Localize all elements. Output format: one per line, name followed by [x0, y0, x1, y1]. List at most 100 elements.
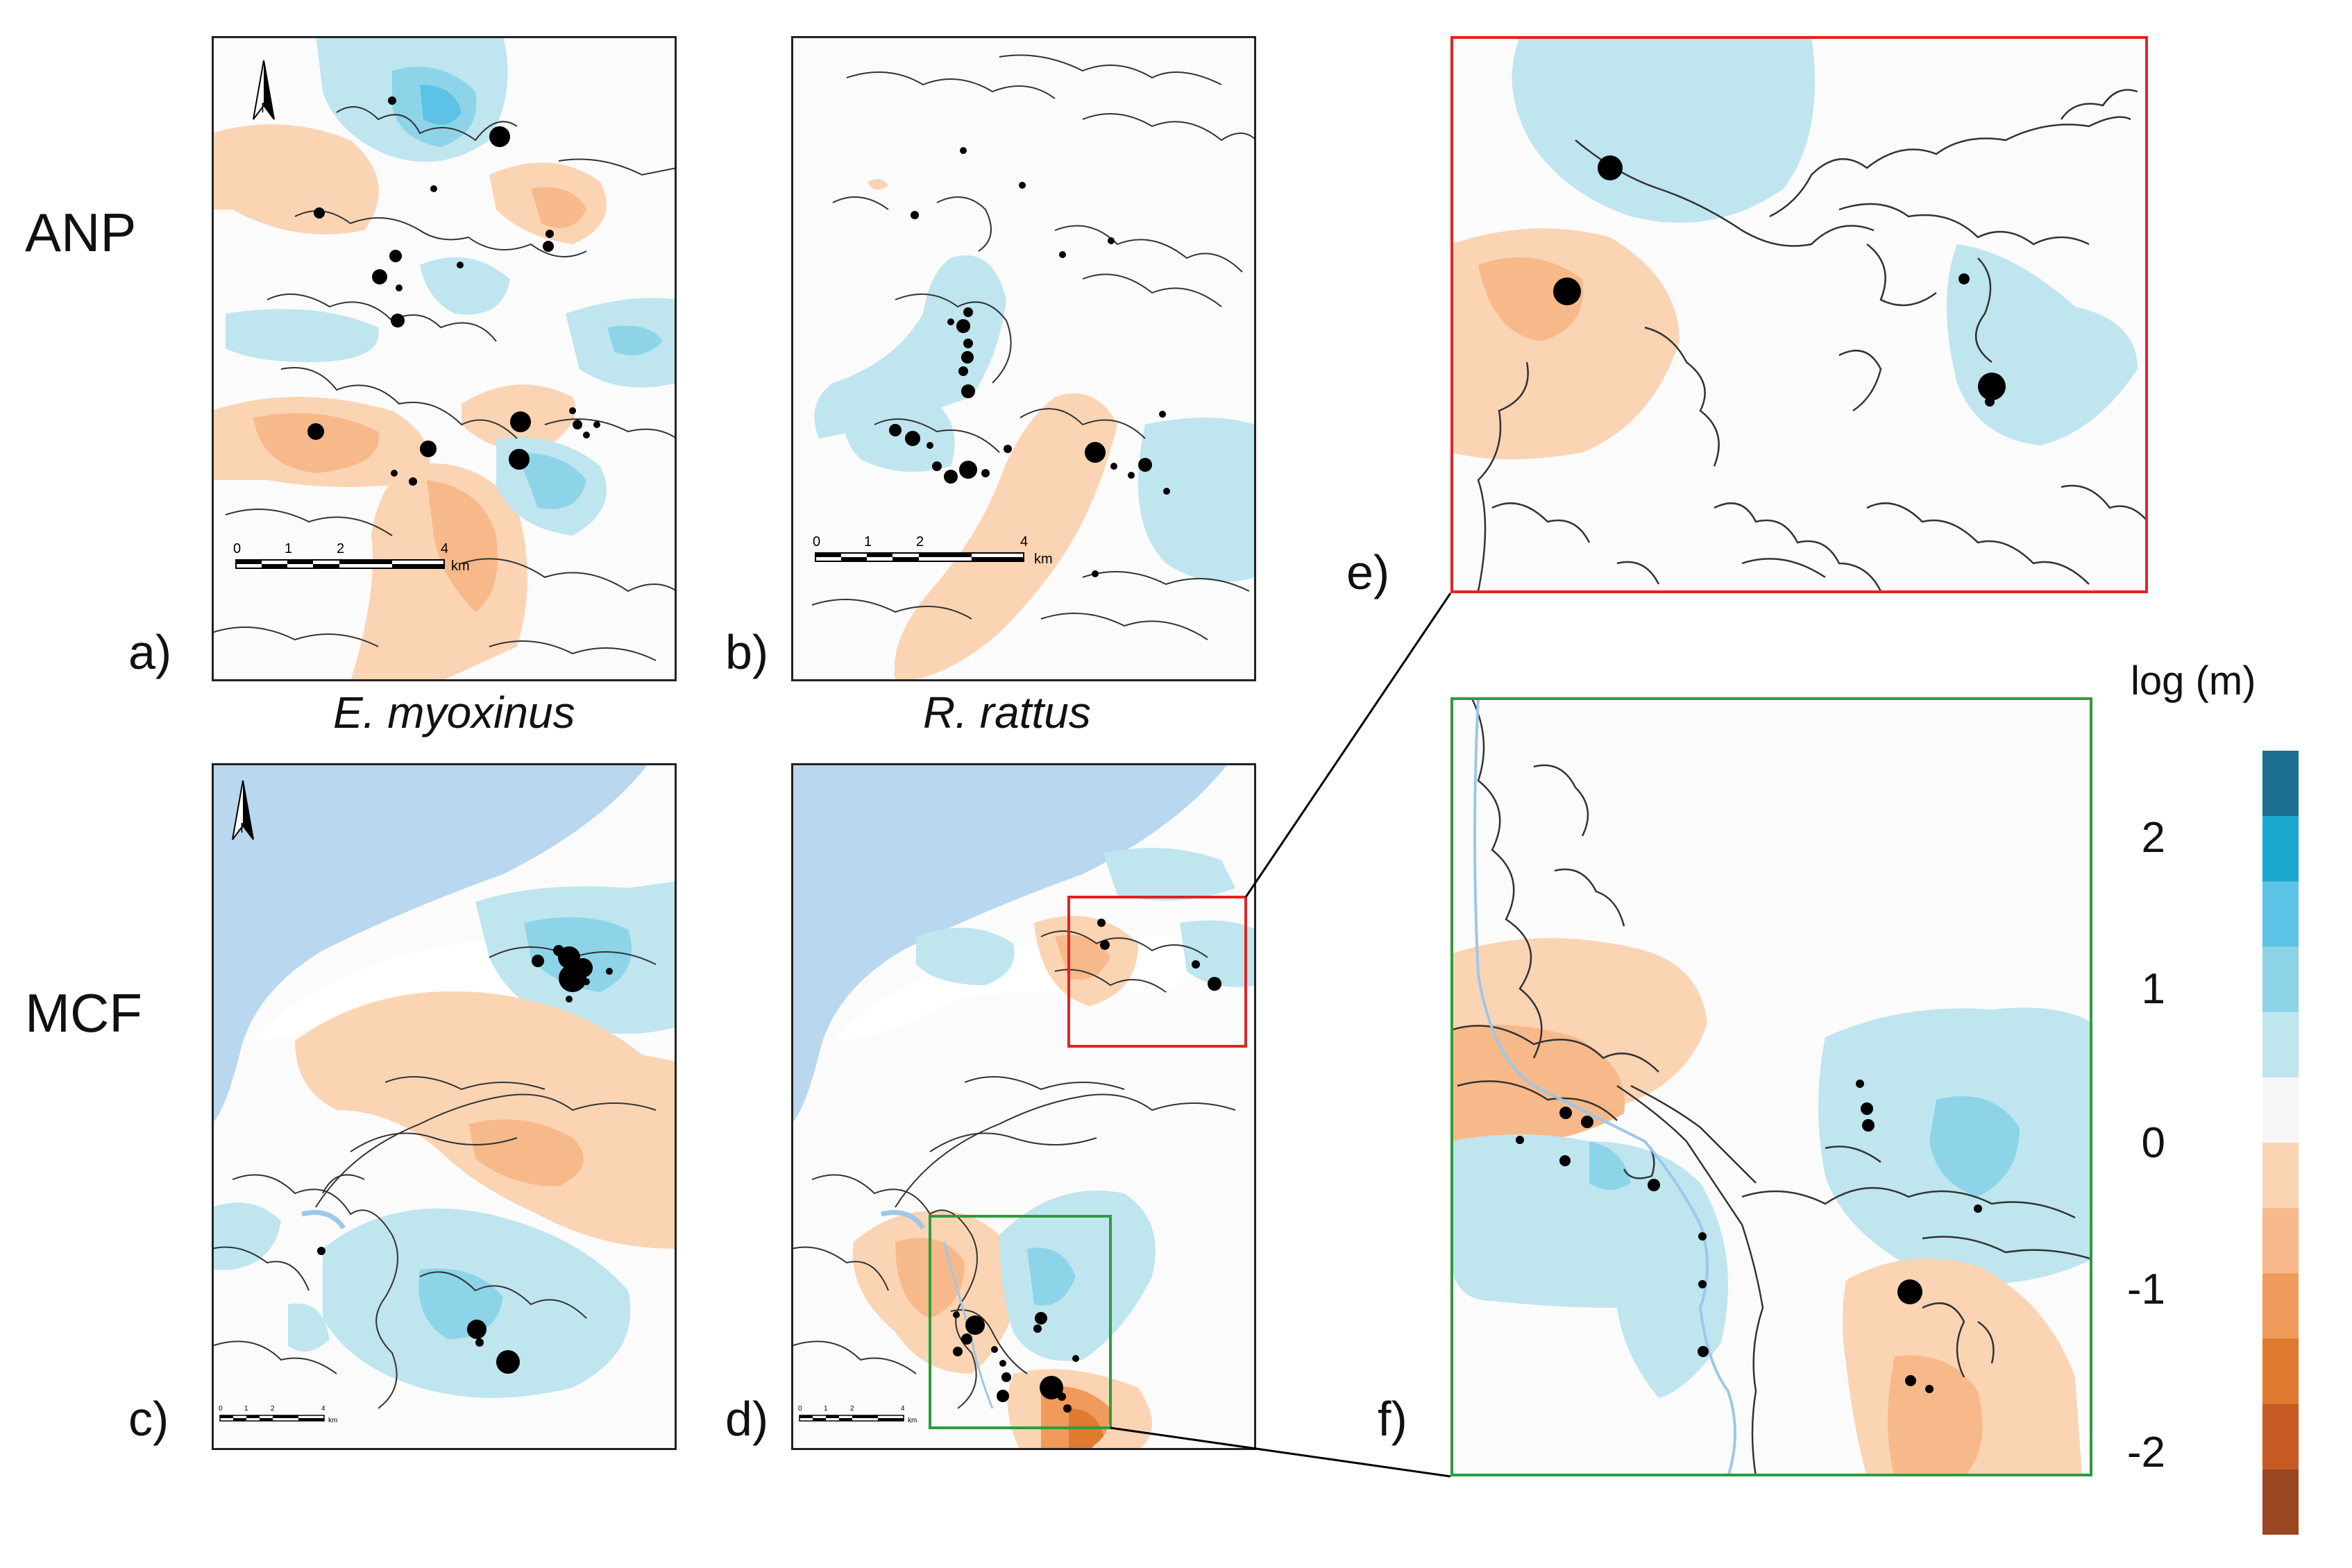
species-label-r-rattus: R. rattus	[923, 688, 1091, 738]
svg-text:0: 0	[233, 541, 241, 556]
sample-site	[1072, 1355, 1079, 1362]
sample-site	[1110, 463, 1117, 470]
sample-site	[391, 470, 398, 477]
sample-site	[1958, 273, 1970, 284]
svg-text:2: 2	[850, 1405, 854, 1413]
sample-site	[569, 407, 576, 414]
panel-letter-d: d)	[725, 1392, 769, 1446]
sample-site	[965, 1315, 985, 1335]
sample-site	[606, 968, 613, 975]
sample-site	[307, 423, 324, 440]
sample-site	[1035, 1312, 1047, 1324]
sample-site	[932, 461, 942, 471]
sample-site	[1208, 977, 1221, 991]
map-panel-e	[1450, 36, 2148, 593]
river-f	[1473, 697, 1736, 1476]
scale-bar-a: 0 1 2 4 km	[233, 541, 470, 574]
sample-sites-a	[307, 96, 600, 486]
svg-text:0: 0	[798, 1405, 802, 1413]
sample-site	[1001, 1372, 1011, 1382]
sample-site	[457, 262, 464, 269]
legend-tick-minus-2: -2	[2126, 1429, 2165, 1476]
inset-e-border	[1450, 36, 2148, 593]
sample-site	[1058, 1392, 1066, 1401]
svg-text:1: 1	[864, 534, 872, 549]
coastlines-e	[1477, 89, 2148, 592]
svg-text:1: 1	[824, 1405, 828, 1413]
sample-site	[1159, 411, 1166, 418]
map-panel-d: 0 1 2 4 km	[791, 763, 1256, 1450]
scale-bar-b: 0 1 2 4 km	[813, 534, 1053, 567]
surface-a	[212, 36, 677, 681]
sample-site	[467, 1320, 487, 1339]
sample-site	[1905, 1375, 1916, 1386]
svg-text:km: km	[451, 559, 470, 574]
panel-letter-f: f)	[1378, 1392, 1407, 1446]
sample-site	[958, 366, 968, 376]
sample-site	[1128, 472, 1135, 479]
sample-site	[1100, 940, 1110, 950]
sample-site	[1978, 373, 2006, 400]
legend-tick-1: 1	[2141, 965, 2165, 1013]
sample-site	[420, 441, 437, 457]
legend-swatch	[2262, 946, 2299, 1013]
svg-text:2: 2	[271, 1405, 275, 1413]
sample-sites-b	[889, 147, 1170, 577]
coastlines-c	[212, 946, 657, 1409]
sample-site	[391, 314, 405, 327]
sample-site	[1108, 237, 1115, 244]
sample-site	[889, 424, 902, 436]
sample-site	[496, 1350, 520, 1374]
sample-sites-f	[1516, 1080, 1982, 1393]
svg-text:1: 1	[285, 541, 292, 556]
sample-site	[389, 250, 402, 262]
inset-e-outline	[1067, 896, 1247, 1048]
sample-site	[510, 411, 531, 432]
sample-site	[1516, 1136, 1524, 1144]
map-panel-b: 0 1 2 4 km	[791, 36, 1256, 681]
svg-text:0: 0	[219, 1405, 223, 1413]
row-label-anp: ANP	[25, 202, 137, 263]
sample-site	[1862, 1119, 1875, 1132]
water-c	[212, 763, 649, 1124]
sample-site	[1092, 570, 1099, 577]
sample-site	[430, 185, 437, 192]
sample-site	[1985, 397, 1995, 407]
sample-site	[1897, 1279, 1922, 1304]
svg-text:km: km	[328, 1417, 337, 1424]
legend-tick-minus-1: -1	[2126, 1266, 2165, 1313]
sample-site	[559, 964, 586, 992]
panel-letter-e: e)	[1346, 545, 1390, 599]
surface-e	[1450, 36, 2138, 459]
inset-f-outline	[929, 1215, 1112, 1429]
north-label: N	[261, 101, 271, 116]
svg-text:km: km	[908, 1417, 917, 1424]
sample-site	[1040, 1376, 1063, 1399]
legend-swatch	[2262, 1077, 2299, 1143]
svg-text:4: 4	[321, 1405, 325, 1413]
sample-site	[961, 1333, 972, 1345]
surface-c	[212, 881, 677, 1398]
sample-site	[1581, 1116, 1593, 1128]
legend-tick-0: 0	[2141, 1119, 2165, 1167]
svg-text:4: 4	[1020, 534, 1028, 549]
sample-site	[999, 1360, 1006, 1367]
legend-swatch	[2262, 1273, 2299, 1339]
sample-site	[1097, 919, 1106, 927]
sample-site	[905, 431, 920, 446]
sample-sites-c	[317, 945, 613, 1374]
sample-site	[944, 470, 958, 484]
sample-site	[1019, 182, 1026, 189]
panel-letter-c: c)	[128, 1392, 169, 1446]
sample-site	[1856, 1080, 1864, 1088]
sample-site	[1559, 1155, 1571, 1166]
legend-swatch	[2262, 1469, 2299, 1535]
sample-site	[583, 978, 590, 985]
coastlines-f	[1450, 697, 2092, 1476]
sample-site	[1698, 1346, 1709, 1357]
legend-swatch	[2262, 1143, 2299, 1209]
sample-site	[963, 307, 973, 317]
svg-text:0: 0	[813, 534, 820, 549]
map-panel-c: N 0 1 2 4 km	[212, 763, 677, 1450]
sample-site	[475, 1338, 484, 1347]
